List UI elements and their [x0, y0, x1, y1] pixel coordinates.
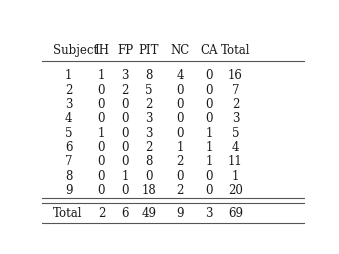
Text: 0: 0: [205, 183, 213, 196]
Text: 4: 4: [232, 140, 239, 153]
Text: 18: 18: [141, 183, 156, 196]
Text: 0: 0: [177, 98, 184, 110]
Text: 1: 1: [65, 69, 72, 82]
Text: 69: 69: [228, 206, 243, 219]
Text: 1: 1: [177, 140, 184, 153]
Text: 0: 0: [121, 140, 129, 153]
Text: 0: 0: [98, 83, 105, 96]
Text: 1: 1: [232, 169, 239, 182]
Text: 8: 8: [145, 69, 153, 82]
Text: 1: 1: [98, 69, 105, 82]
Text: 0: 0: [98, 112, 105, 125]
Text: 7: 7: [232, 83, 239, 96]
Text: 0: 0: [205, 69, 213, 82]
Text: 16: 16: [228, 69, 243, 82]
Text: 3: 3: [145, 112, 153, 125]
Text: 2: 2: [177, 155, 184, 168]
Text: 11: 11: [228, 155, 243, 168]
Text: 6: 6: [65, 140, 73, 153]
Text: 0: 0: [205, 112, 213, 125]
Text: 1: 1: [121, 169, 129, 182]
Text: 0: 0: [177, 112, 184, 125]
Text: 20: 20: [228, 183, 243, 196]
Text: 8: 8: [145, 155, 153, 168]
Text: 0: 0: [121, 112, 129, 125]
Text: 2: 2: [98, 206, 105, 219]
Text: Subject: Subject: [53, 44, 98, 56]
Text: 2: 2: [232, 98, 239, 110]
Text: 2: 2: [177, 183, 184, 196]
Text: 0: 0: [121, 98, 129, 110]
Text: 4: 4: [177, 69, 184, 82]
Text: 7: 7: [65, 155, 73, 168]
Text: 0: 0: [98, 169, 105, 182]
Text: 2: 2: [145, 98, 153, 110]
Text: Total: Total: [53, 206, 82, 219]
Text: 2: 2: [145, 140, 153, 153]
Text: 0: 0: [98, 98, 105, 110]
Text: 1: 1: [98, 126, 105, 139]
Text: 0: 0: [205, 169, 213, 182]
Text: 8: 8: [65, 169, 72, 182]
Text: CA: CA: [200, 44, 218, 56]
Text: 0: 0: [205, 98, 213, 110]
Text: 3: 3: [65, 98, 73, 110]
Text: 3: 3: [232, 112, 239, 125]
Text: Total: Total: [221, 44, 250, 56]
Text: 0: 0: [177, 83, 184, 96]
Text: 0: 0: [121, 183, 129, 196]
Text: 4: 4: [65, 112, 73, 125]
Text: 0: 0: [177, 169, 184, 182]
Text: 2: 2: [65, 83, 72, 96]
Text: NC: NC: [171, 44, 190, 56]
Text: 0: 0: [177, 126, 184, 139]
Text: 5: 5: [232, 126, 239, 139]
Text: 2: 2: [121, 83, 129, 96]
Text: 0: 0: [98, 183, 105, 196]
Text: FP: FP: [117, 44, 133, 56]
Text: 0: 0: [145, 169, 153, 182]
Text: 0: 0: [121, 155, 129, 168]
Text: 0: 0: [205, 83, 213, 96]
Text: 1: 1: [205, 140, 213, 153]
Text: PIT: PIT: [139, 44, 159, 56]
Text: 0: 0: [98, 155, 105, 168]
Text: 0: 0: [121, 126, 129, 139]
Text: 1: 1: [205, 126, 213, 139]
Text: 3: 3: [145, 126, 153, 139]
Text: 9: 9: [177, 206, 184, 219]
Text: IH: IH: [94, 44, 109, 56]
Text: 6: 6: [121, 206, 129, 219]
Text: 3: 3: [121, 69, 129, 82]
Text: 0: 0: [98, 140, 105, 153]
Text: 9: 9: [65, 183, 73, 196]
Text: 5: 5: [65, 126, 73, 139]
Text: 3: 3: [205, 206, 213, 219]
Text: 49: 49: [141, 206, 156, 219]
Text: 5: 5: [145, 83, 153, 96]
Text: 1: 1: [205, 155, 213, 168]
